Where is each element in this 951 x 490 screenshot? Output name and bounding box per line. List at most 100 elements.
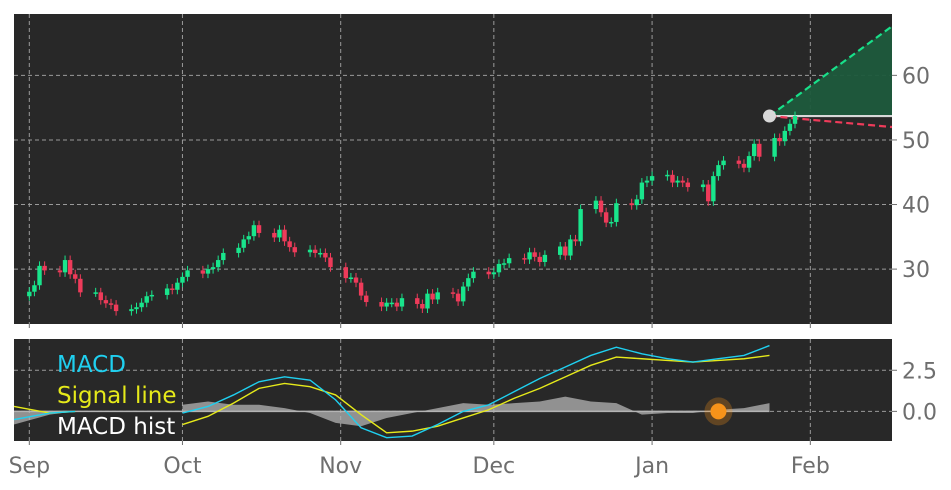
candle-body	[353, 277, 359, 283]
candle-body	[461, 286, 466, 302]
candle-body	[685, 182, 691, 188]
candle-body	[501, 263, 507, 265]
candle-body	[777, 138, 782, 142]
last-close-marker	[762, 109, 776, 123]
price-y-tick-label: 50	[902, 129, 930, 154]
candle-body	[108, 303, 114, 305]
candle-body	[787, 123, 793, 131]
candle-body	[292, 247, 297, 253]
x-tick-label: Nov	[319, 454, 362, 479]
candle-body	[629, 203, 634, 206]
candle-body	[170, 288, 175, 290]
candle-body	[420, 303, 425, 309]
candle-body	[680, 180, 685, 183]
candle-body	[113, 304, 119, 312]
candle-body	[384, 302, 389, 307]
candle-body	[348, 277, 354, 279]
x-tick-label: Dec	[473, 454, 516, 479]
price-panel	[14, 14, 892, 324]
macd-hist-area	[14, 411, 76, 425]
price-y-tick-label: 40	[902, 194, 930, 219]
candle-body	[180, 276, 185, 283]
candle-body	[430, 293, 435, 300]
candle-body	[62, 260, 68, 273]
candle-body	[450, 292, 456, 294]
price-y-axis: 30 40 50 60	[892, 64, 930, 283]
candle-body	[644, 180, 650, 183]
forecast-band	[762, 25, 893, 129]
candle-body	[435, 292, 440, 300]
candle-body	[496, 263, 502, 273]
candle-body	[307, 249, 313, 253]
candle-body	[563, 246, 568, 256]
candle-body	[164, 288, 170, 295]
candle-body	[614, 203, 619, 222]
legend-macd: MACD	[57, 352, 126, 378]
price-y-tick-label: 30	[902, 258, 930, 283]
candle-body	[542, 254, 548, 262]
candle-body	[129, 309, 134, 312]
candle-body	[343, 267, 349, 279]
candle-body	[782, 130, 788, 142]
candle-body	[532, 252, 537, 257]
candle-body	[282, 229, 287, 242]
candle-body	[215, 260, 221, 268]
candle-body	[609, 221, 614, 224]
candle-body	[241, 239, 246, 248]
candle-body	[573, 239, 578, 242]
candle-body	[57, 270, 63, 273]
candle-body	[210, 267, 216, 270]
candle-body	[399, 298, 405, 307]
candle-body	[425, 293, 430, 309]
candle-body	[312, 249, 318, 253]
candle-body	[93, 292, 98, 294]
candle-body	[358, 282, 364, 296]
candle-body	[318, 252, 323, 255]
candle-body	[200, 270, 206, 274]
candle-body	[711, 176, 716, 202]
macd-panel	[14, 339, 892, 441]
candle-body	[78, 278, 83, 293]
candle-body	[578, 209, 583, 242]
candle-body	[287, 241, 292, 248]
candle-body	[236, 247, 241, 253]
legend-signal-line: Signal line	[57, 383, 176, 409]
macd-line	[13, 410, 76, 421]
candle-body	[256, 225, 262, 233]
candle-body	[144, 296, 149, 303]
candle-body	[522, 258, 527, 260]
legend-macd-hist: MACD hist	[57, 414, 175, 440]
macd-legend: MACD Signal line MACD hist	[57, 352, 176, 440]
candle-body	[134, 307, 139, 310]
macd-y-tick-label: 0.0	[902, 400, 937, 425]
candle-body	[149, 294, 155, 297]
candle-body	[251, 225, 257, 237]
candle-body	[364, 295, 369, 303]
candle-body	[665, 174, 670, 177]
candle-body	[32, 285, 37, 292]
candle-body	[389, 302, 394, 305]
candle-body	[185, 270, 190, 277]
candle-body	[537, 256, 542, 262]
candle-body	[634, 199, 639, 206]
candle-body	[593, 200, 599, 210]
x-tick-label: Jan	[633, 454, 669, 479]
candle-body	[649, 176, 655, 181]
candle-body	[741, 163, 747, 168]
candle-body	[491, 272, 497, 275]
candle-body	[486, 271, 491, 275]
candle-body	[568, 239, 573, 256]
signal-line	[182, 354, 770, 434]
price-y-tick-label: 60	[902, 64, 930, 89]
candle-body	[557, 246, 563, 255]
candle-body	[221, 252, 226, 261]
candle-body	[706, 184, 711, 202]
candle-body	[103, 300, 109, 304]
candle-body	[700, 184, 706, 188]
candle-body	[42, 265, 47, 271]
candle-body	[736, 160, 742, 164]
macd-line	[182, 344, 770, 439]
candle-body	[246, 236, 252, 240]
candle-body	[751, 143, 757, 157]
candle-body	[598, 200, 604, 213]
